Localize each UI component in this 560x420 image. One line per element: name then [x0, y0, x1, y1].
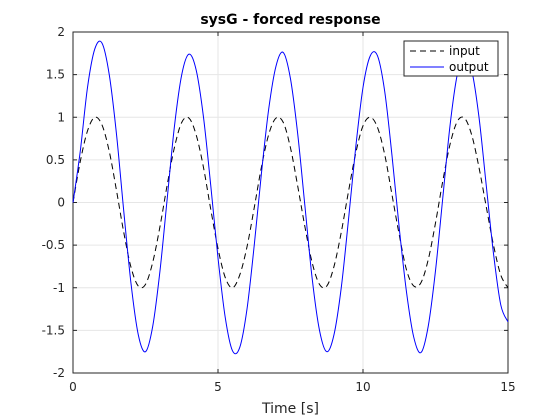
y-tick-label: 1.5	[46, 68, 65, 82]
legend-box	[403, 40, 499, 77]
y-tick-labels: -2 -1.5 -1 -0.5 0 0.5 1 1.5 2	[42, 25, 65, 380]
y-tick-label: 0.5	[46, 153, 65, 167]
y-tick-label: -1.5	[42, 323, 65, 337]
legend-label-output: output	[449, 60, 489, 74]
legend: input output	[403, 40, 499, 77]
legend-label-input: input	[449, 44, 480, 58]
chart-title: sysG - forced response	[200, 12, 380, 28]
y-tick-label: -1	[53, 281, 65, 295]
tick-marks	[72, 31, 509, 374]
y-tick-label: -2	[53, 366, 65, 380]
y-tick-label: -0.5	[42, 238, 65, 252]
series-line-output	[72, 40, 509, 355]
x-axis-label: Time [s]	[261, 401, 319, 417]
x-tick-label: 5	[214, 380, 222, 394]
y-tick-label: 0	[57, 196, 65, 210]
series-lines	[72, 40, 509, 355]
x-tick-label: 15	[500, 380, 515, 394]
y-tick-label: 2	[57, 25, 65, 39]
series-line-input	[72, 116, 509, 289]
x-tick-label: 0	[69, 380, 77, 394]
x-tick-labels: 0 5 10 15	[69, 380, 515, 394]
y-tick-label: 1	[57, 110, 65, 124]
x-tick-label: 10	[355, 380, 370, 394]
